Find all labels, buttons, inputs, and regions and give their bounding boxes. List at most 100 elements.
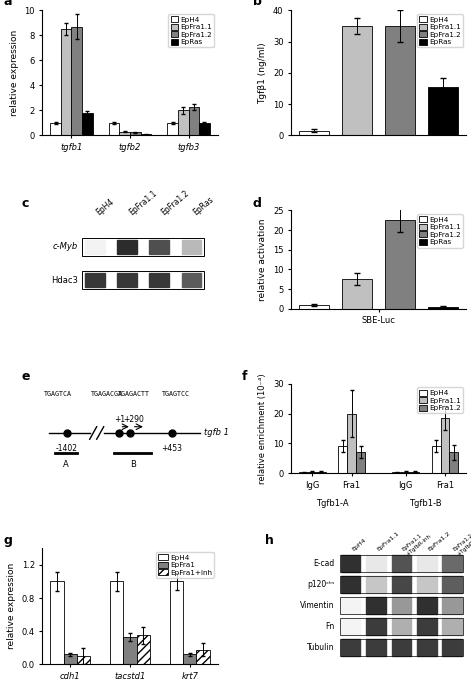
Bar bbox=[341, 556, 360, 573]
Legend: EpH4, EpFra1.1, EpFra1.2: EpH4, EpFra1.1, EpFra1.2 bbox=[417, 388, 463, 414]
Bar bbox=[140, 134, 151, 136]
Bar bbox=[50, 582, 64, 664]
Text: EpH4: EpH4 bbox=[351, 538, 366, 552]
Bar bbox=[188, 108, 199, 136]
Bar bbox=[72, 27, 82, 136]
Bar bbox=[449, 452, 458, 473]
Bar bbox=[366, 597, 386, 614]
Bar bbox=[366, 556, 386, 573]
Bar bbox=[110, 582, 123, 664]
Text: TGAGACGA: TGAGACGA bbox=[91, 391, 123, 397]
Bar bbox=[61, 29, 72, 136]
Bar bbox=[392, 639, 411, 656]
Text: EpFra1.1: EpFra1.1 bbox=[127, 189, 158, 217]
Text: A: A bbox=[63, 460, 69, 469]
Bar bbox=[385, 221, 415, 309]
Text: Vimentin: Vimentin bbox=[300, 601, 335, 610]
Bar bbox=[392, 618, 411, 635]
Bar bbox=[299, 131, 329, 136]
Bar bbox=[401, 472, 410, 473]
Bar bbox=[432, 447, 441, 473]
Bar bbox=[308, 472, 317, 473]
Bar bbox=[137, 636, 150, 664]
Text: tgfb 1: tgfb 1 bbox=[203, 429, 228, 438]
Text: Tgfb1-B: Tgfb1-B bbox=[409, 499, 442, 508]
Bar bbox=[82, 271, 204, 289]
Bar bbox=[428, 307, 458, 309]
Text: EpFra1.1: EpFra1.1 bbox=[376, 531, 400, 552]
Bar bbox=[77, 656, 90, 664]
Legend: EpH4, EpFra1.1, EpFra1.2, EpRas: EpH4, EpFra1.1, EpFra1.2, EpRas bbox=[417, 14, 463, 47]
Text: TGAGACTT: TGAGACTT bbox=[117, 391, 149, 397]
Text: TGAGTCC: TGAGTCC bbox=[162, 391, 189, 397]
Bar bbox=[417, 618, 437, 635]
Bar bbox=[442, 618, 462, 635]
Text: Tubulin: Tubulin bbox=[308, 643, 335, 652]
Text: e: e bbox=[21, 371, 30, 384]
Bar bbox=[366, 618, 386, 635]
Y-axis label: relative activation: relative activation bbox=[259, 219, 268, 301]
Bar bbox=[417, 639, 437, 656]
Bar bbox=[317, 472, 325, 473]
Bar bbox=[347, 414, 356, 473]
Bar bbox=[149, 240, 169, 254]
Bar bbox=[120, 132, 130, 136]
Bar bbox=[442, 639, 462, 656]
Bar bbox=[340, 597, 463, 614]
Legend: EpH4, EpFra1.1, EpFra1.2, EpRas: EpH4, EpFra1.1, EpFra1.2, EpRas bbox=[169, 14, 214, 47]
Bar bbox=[341, 576, 360, 593]
Bar bbox=[168, 123, 178, 136]
Text: g: g bbox=[4, 534, 13, 547]
Bar bbox=[428, 87, 458, 136]
Bar bbox=[199, 123, 210, 136]
Bar bbox=[85, 273, 105, 287]
Text: EpFra1.1
+TgfbR-inh: EpFra1.1 +TgfbR-inh bbox=[401, 528, 432, 556]
Bar bbox=[442, 576, 462, 593]
Bar bbox=[109, 123, 120, 136]
Text: TGAGTCA: TGAGTCA bbox=[44, 391, 72, 397]
Bar bbox=[417, 597, 437, 614]
Text: h: h bbox=[265, 534, 274, 547]
Bar bbox=[340, 618, 463, 635]
Text: a: a bbox=[4, 0, 12, 8]
Bar bbox=[82, 238, 204, 256]
Bar bbox=[85, 240, 105, 254]
Bar bbox=[392, 556, 411, 573]
Bar bbox=[338, 447, 347, 473]
Legend: EpH4, EpFra1, EpFra1+inh: EpH4, EpFra1, EpFra1+inh bbox=[156, 552, 214, 578]
Text: EpH4: EpH4 bbox=[95, 197, 116, 217]
Y-axis label: relative enrichment (10⁻⁴): relative enrichment (10⁻⁴) bbox=[258, 373, 268, 484]
Bar bbox=[64, 654, 77, 664]
Bar bbox=[340, 556, 463, 573]
Text: Tgfb1-A: Tgfb1-A bbox=[316, 499, 349, 508]
Bar bbox=[442, 597, 462, 614]
Bar bbox=[130, 132, 140, 136]
Bar bbox=[117, 240, 137, 254]
Y-axis label: relative expression: relative expression bbox=[7, 563, 16, 649]
Bar bbox=[417, 556, 437, 573]
Text: +453: +453 bbox=[162, 444, 182, 453]
Text: +290: +290 bbox=[123, 415, 144, 424]
Text: Fn: Fn bbox=[325, 622, 335, 631]
Bar bbox=[82, 113, 92, 136]
Text: c: c bbox=[21, 197, 29, 210]
Text: b: b bbox=[252, 0, 261, 8]
Text: EpFra1.2: EpFra1.2 bbox=[427, 531, 451, 552]
Bar bbox=[170, 582, 183, 664]
Bar bbox=[149, 273, 169, 287]
Bar bbox=[441, 418, 449, 473]
Legend: EpH4, EpFra1.1, EpFra1.2, EpRas: EpH4, EpFra1.1, EpFra1.2, EpRas bbox=[417, 214, 463, 247]
Bar bbox=[442, 556, 462, 573]
Bar bbox=[366, 639, 386, 656]
Text: EpRas: EpRas bbox=[191, 195, 215, 217]
Bar bbox=[341, 597, 360, 614]
Bar bbox=[341, 618, 360, 635]
Y-axis label: relative expression: relative expression bbox=[10, 29, 19, 116]
Text: d: d bbox=[252, 197, 261, 210]
Bar bbox=[342, 26, 372, 136]
Bar bbox=[182, 273, 201, 287]
Bar bbox=[50, 123, 61, 136]
Bar bbox=[385, 26, 415, 136]
Bar bbox=[340, 576, 463, 593]
Text: +1: +1 bbox=[114, 415, 125, 424]
